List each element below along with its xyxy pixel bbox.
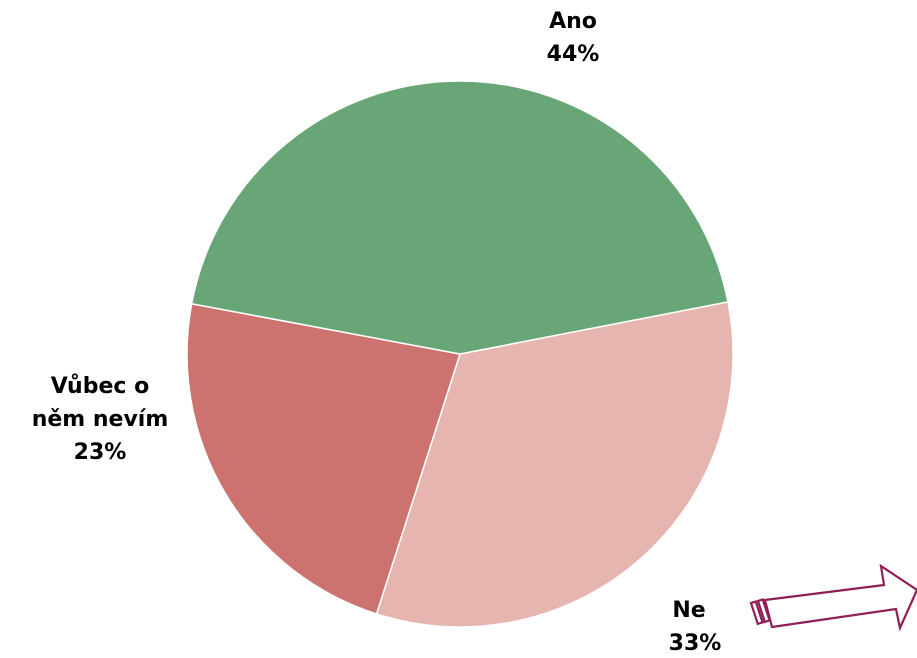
arrow-right-icon — [749, 563, 917, 632]
pie-slices — [186, 80, 734, 628]
slice-label-vubec-line1: Vůbec o — [51, 374, 149, 399]
slice-value-ano: 44% — [547, 42, 600, 67]
pie-slice-v-bec-o — [186, 302, 461, 615]
slice-value-ne: 33% — [669, 631, 722, 656]
slice-label-ne: Ne — [672, 598, 705, 623]
slice-value-vubec: 23% — [74, 440, 127, 465]
pie-slice-ano — [190, 80, 729, 355]
slice-label-vubec-line2: něm nevím — [32, 407, 169, 432]
pie-slice-ne — [375, 301, 734, 628]
slice-label-ano: Ano — [549, 9, 597, 34]
